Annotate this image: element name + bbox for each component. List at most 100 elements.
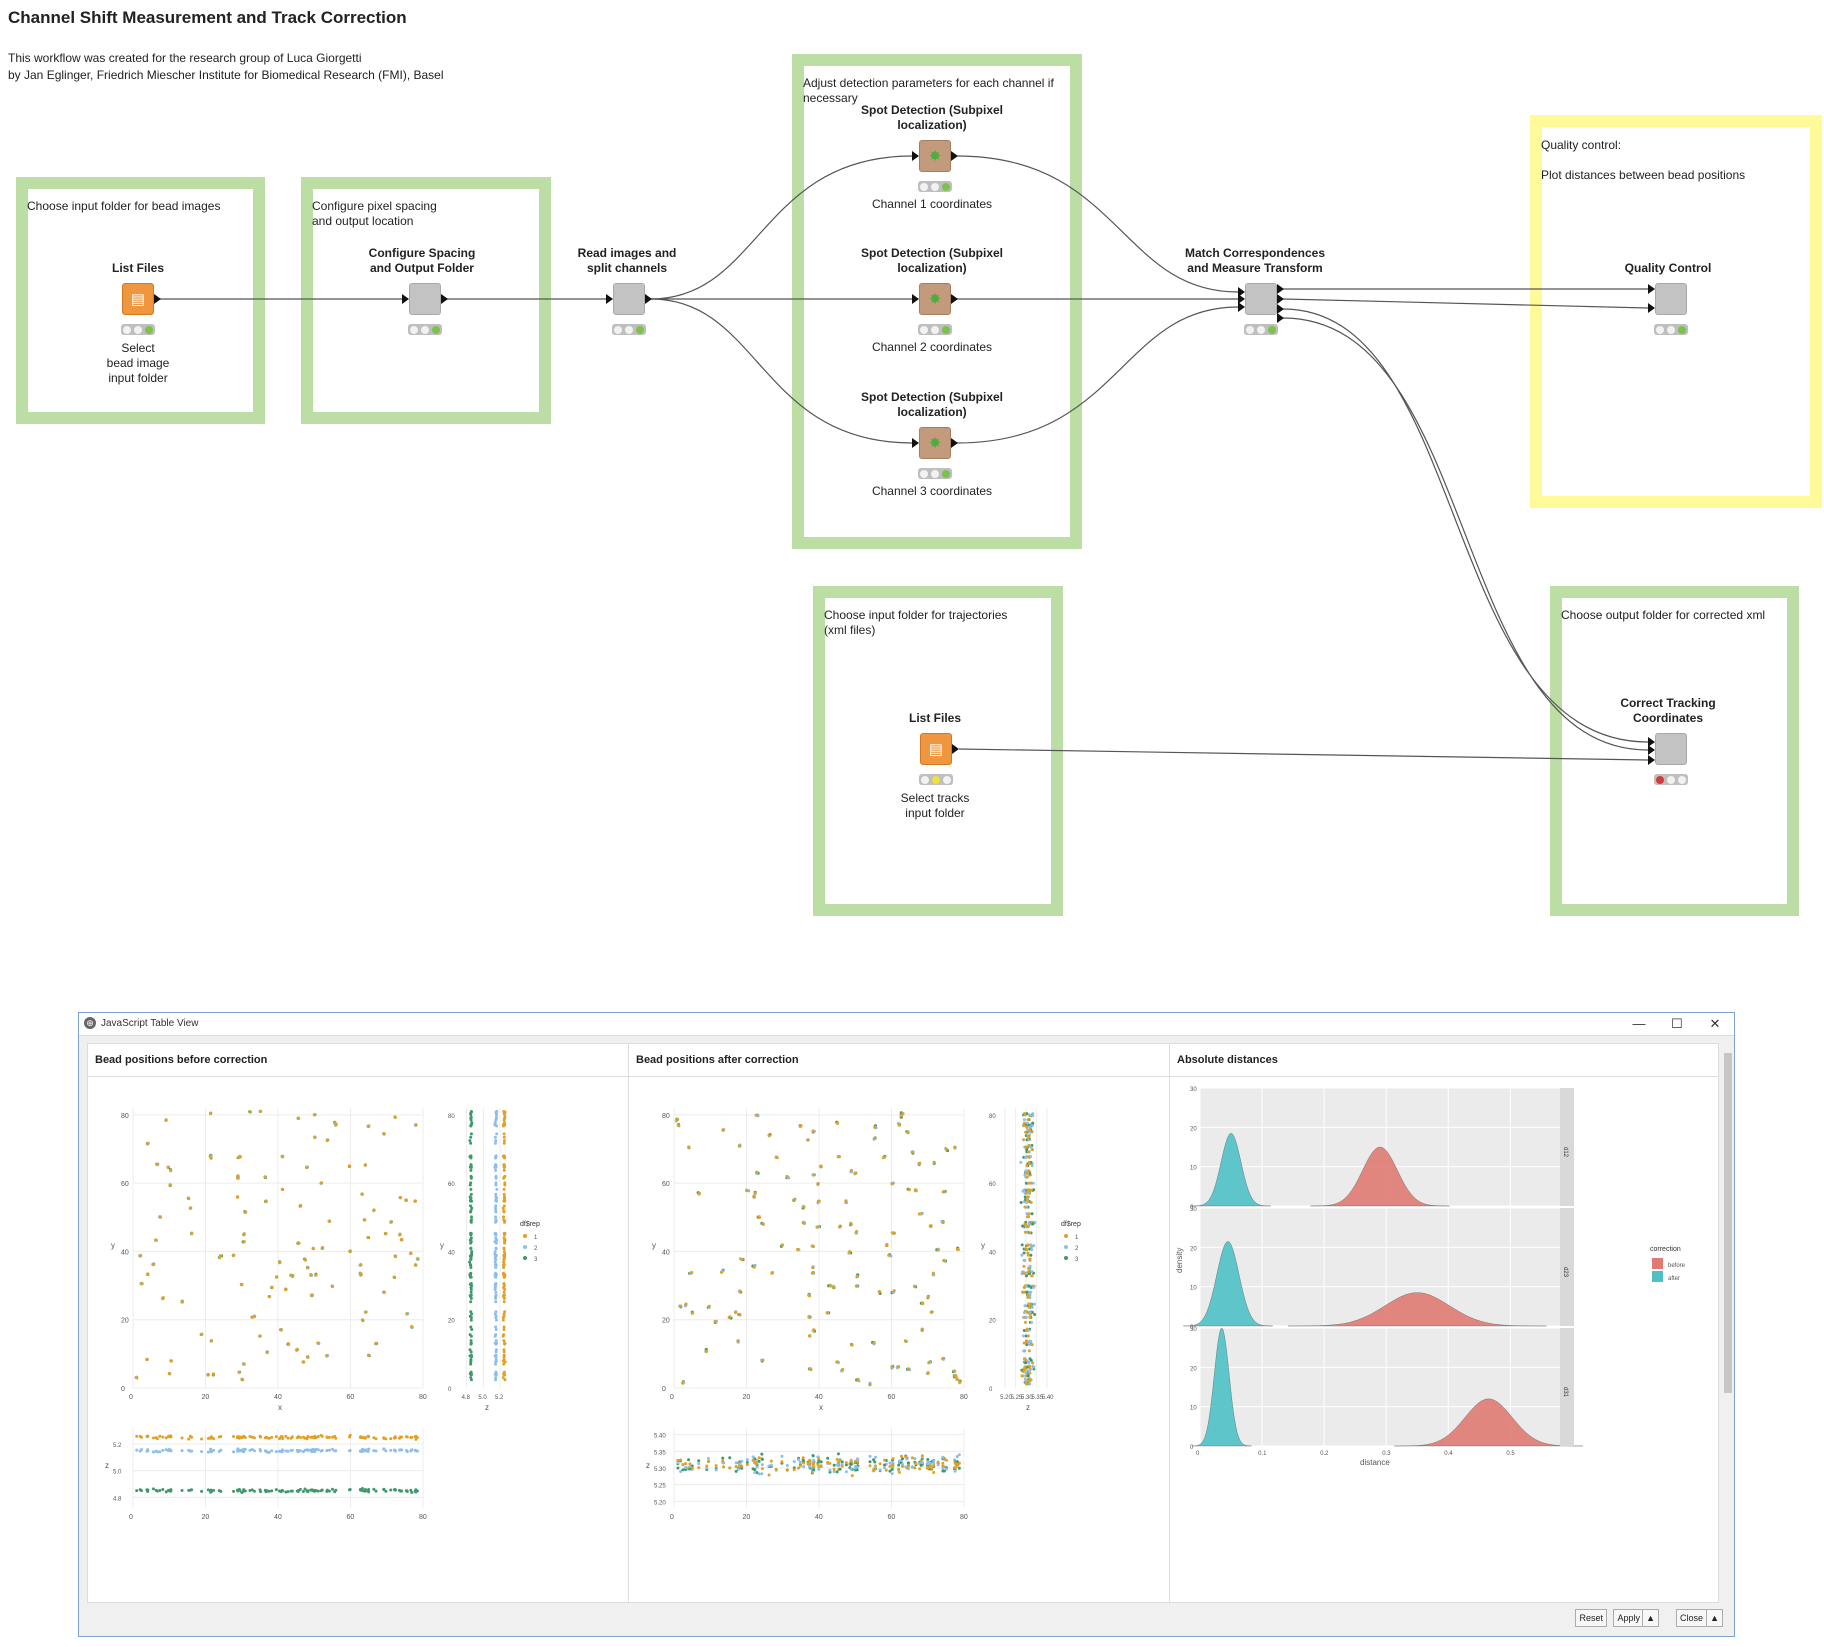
data-point xyxy=(494,1195,498,1199)
data-point xyxy=(958,1380,962,1384)
wire-match-to-correct-2 xyxy=(1282,317,1649,751)
file-list-icon: ▤ xyxy=(130,291,146,308)
node-in-port[interactable] xyxy=(1648,303,1655,313)
metanode-icon xyxy=(1656,734,1686,764)
scrollbar-thumb[interactable] xyxy=(1724,1053,1732,1393)
data-point xyxy=(494,1360,498,1364)
node-in-port[interactable] xyxy=(402,294,409,304)
data-point xyxy=(1029,1145,1033,1149)
node-out-port[interactable] xyxy=(645,294,652,304)
node-in-port[interactable] xyxy=(606,294,613,304)
y-axis-label: y xyxy=(111,1241,115,1250)
node-in-port[interactable] xyxy=(1648,745,1655,755)
data-point xyxy=(882,1463,886,1467)
annotation-bead-input[interactable]: Choose input folder for bead images xyxy=(16,177,265,424)
node-in-port[interactable] xyxy=(1648,737,1655,747)
data-point xyxy=(316,1434,320,1438)
data-point xyxy=(364,1310,368,1314)
maximize-button[interactable]: ☐ xyxy=(1671,1016,1683,1031)
data-point xyxy=(899,1454,903,1458)
legend-swatch xyxy=(523,1245,527,1249)
node-out-port[interactable] xyxy=(951,151,958,161)
node-list-files-beads[interactable]: ▤ xyxy=(122,283,154,315)
node-label: Read images and split channels xyxy=(577,246,677,275)
panel-title: Bead positions before correction xyxy=(95,1054,268,1066)
node-configure-spacing[interactable] xyxy=(409,283,441,315)
legend-swatch xyxy=(1064,1256,1068,1260)
data-point xyxy=(1022,1251,1026,1255)
close-window-button[interactable]: ✕ xyxy=(1709,1016,1721,1031)
data-point xyxy=(835,1458,839,1462)
close-button[interactable]: Close xyxy=(1675,1609,1707,1627)
bottom-y-tick-label: 5.35 xyxy=(654,1450,666,1456)
node-out-port[interactable] xyxy=(1277,294,1284,304)
node-read-images[interactable] xyxy=(613,283,645,315)
data-point xyxy=(361,1447,365,1451)
view-scrollbar[interactable] xyxy=(1723,1043,1733,1603)
side-y-tick-label: 20 xyxy=(989,1319,996,1325)
node-out-port[interactable] xyxy=(1277,304,1284,314)
node-out-port[interactable] xyxy=(952,744,959,754)
data-point xyxy=(316,1448,320,1452)
node-in-port[interactable] xyxy=(912,438,919,448)
node-in-port[interactable] xyxy=(1238,302,1245,312)
data-point xyxy=(135,1434,139,1438)
node-quality-control[interactable] xyxy=(1655,283,1687,315)
annotation-output-folder[interactable]: Choose output folder for corrected xml xyxy=(1550,586,1799,916)
data-point xyxy=(941,1464,945,1468)
data-point xyxy=(410,1491,414,1495)
annotation-quality-control[interactable]: Quality control: Plot distances between … xyxy=(1530,115,1822,508)
data-point xyxy=(755,1465,759,1469)
node-status-lights xyxy=(121,324,155,335)
minimize-button[interactable]: — xyxy=(1632,1016,1646,1031)
annotation-text: Quality control: Plot distances between … xyxy=(1541,138,1746,182)
node-spot-detection-ch1[interactable]: ✸ xyxy=(919,140,951,172)
data-point xyxy=(1028,1302,1032,1306)
data-point xyxy=(236,1435,240,1439)
node-out-port[interactable] xyxy=(951,438,958,448)
node-list-files-tracks[interactable]: ▤ xyxy=(920,733,952,765)
annotation-text: Choose input folder for bead images xyxy=(27,199,221,213)
window-titlebar[interactable]: ⊕ JavaScript Table View — ☐ ✕ xyxy=(79,1013,1734,1036)
x-tick-label: 80 xyxy=(419,1394,427,1401)
data-point xyxy=(1032,1302,1036,1306)
node-out-port[interactable] xyxy=(1277,313,1284,323)
node-out-port[interactable] xyxy=(154,294,161,304)
apply-menu-arrow[interactable]: ▲ xyxy=(1642,1609,1659,1627)
node-in-port[interactable] xyxy=(1648,755,1655,765)
data-point xyxy=(298,1449,302,1453)
data-point xyxy=(494,1353,498,1357)
data-point xyxy=(320,1449,324,1453)
data-point xyxy=(831,1285,835,1290)
node-in-port[interactable] xyxy=(1238,294,1245,304)
data-point xyxy=(359,1263,363,1267)
bottom-y-tick-label: 4.8 xyxy=(113,1496,122,1502)
node-correct-tracking[interactable] xyxy=(1655,733,1687,765)
reset-button[interactable]: Reset xyxy=(1575,1609,1607,1627)
apply-button[interactable]: Apply xyxy=(1613,1609,1644,1627)
data-point xyxy=(503,1181,507,1185)
data-point xyxy=(799,1124,803,1128)
node-in-port[interactable] xyxy=(1238,287,1245,297)
data-point xyxy=(1025,1212,1029,1216)
data-point xyxy=(1024,1274,1028,1278)
node-out-port[interactable] xyxy=(951,294,958,304)
data-point xyxy=(757,1472,761,1476)
data-point xyxy=(151,1450,155,1454)
node-in-port[interactable] xyxy=(912,294,919,304)
node-spot-detection-ch3[interactable]: ✸ xyxy=(919,427,951,459)
node-out-port[interactable] xyxy=(1277,284,1284,294)
node-out-port[interactable] xyxy=(441,294,448,304)
data-point xyxy=(469,1176,473,1180)
data-point xyxy=(211,1372,216,1376)
node-spot-detection-ch2[interactable]: ✸ xyxy=(919,283,951,315)
close-menu-arrow[interactable]: ▲ xyxy=(1706,1609,1723,1627)
annotation-pixel-spacing[interactable]: Configure pixel spacing and output locat… xyxy=(301,177,551,424)
annotation-detection-params[interactable]: Adjust detection parameters for each cha… xyxy=(792,54,1082,549)
node-match-correspondences[interactable] xyxy=(1245,283,1277,315)
data-point xyxy=(1028,1125,1032,1129)
y-tick-label: 60 xyxy=(121,1181,129,1188)
node-label: List Files xyxy=(111,261,165,275)
node-in-port[interactable] xyxy=(1648,284,1655,294)
node-in-port[interactable] xyxy=(912,151,919,161)
